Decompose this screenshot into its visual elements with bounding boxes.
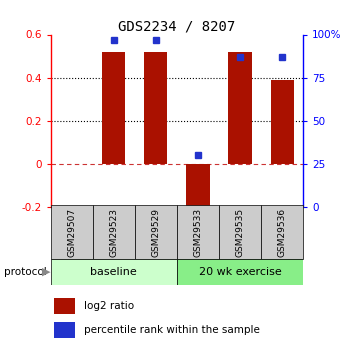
Bar	[219, 205, 261, 259]
Bar	[93, 205, 135, 259]
Text: GSM29507: GSM29507	[67, 207, 76, 257]
Text: percentile rank within the sample: percentile rank within the sample	[84, 325, 260, 335]
Text: GSM29536: GSM29536	[278, 207, 287, 257]
Bar	[229, 52, 252, 164]
Bar	[144, 52, 168, 164]
Bar	[51, 259, 177, 285]
Text: GSM29523: GSM29523	[109, 207, 118, 257]
Title: GDS2234 / 8207: GDS2234 / 8207	[118, 19, 235, 33]
Bar	[177, 205, 219, 259]
Text: protocol: protocol	[4, 267, 46, 277]
Bar	[271, 80, 294, 164]
Bar	[51, 205, 93, 259]
Bar	[186, 164, 209, 214]
Bar	[261, 205, 303, 259]
Text: GSM29529: GSM29529	[151, 207, 160, 257]
Text: 20 wk exercise: 20 wk exercise	[199, 267, 282, 277]
Bar	[177, 259, 303, 285]
Bar	[53, 298, 75, 314]
Text: baseline: baseline	[90, 267, 137, 277]
Text: GSM29535: GSM29535	[236, 207, 244, 257]
Bar	[135, 205, 177, 259]
Text: GSM29533: GSM29533	[193, 207, 203, 257]
Text: log2 ratio: log2 ratio	[84, 301, 134, 311]
Bar	[102, 52, 125, 164]
Bar	[53, 322, 75, 338]
Text: ▶: ▶	[42, 267, 50, 277]
